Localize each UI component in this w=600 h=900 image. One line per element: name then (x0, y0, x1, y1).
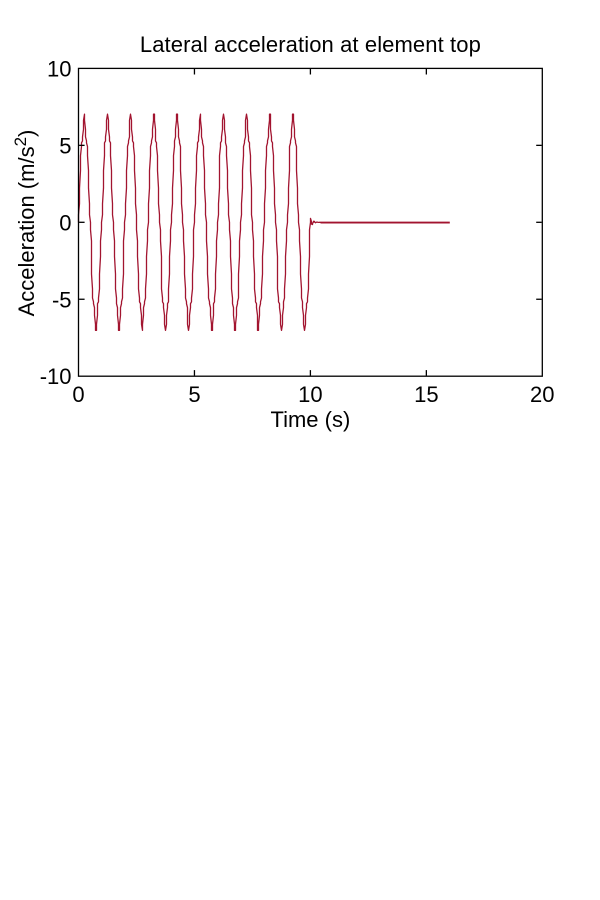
svg-text:20: 20 (530, 382, 554, 407)
svg-text:5: 5 (188, 382, 200, 407)
svg-text:0: 0 (59, 210, 71, 235)
svg-text:10: 10 (298, 382, 322, 407)
svg-text:-5: -5 (52, 287, 72, 312)
svg-text:15: 15 (414, 382, 438, 407)
svg-text:Lateral acceleration at elemen: Lateral acceleration at element top (140, 32, 481, 57)
svg-text:Time (s): Time (s) (270, 407, 350, 432)
svg-text:10: 10 (47, 57, 71, 82)
svg-text:Acceleration (m/s2): Acceleration (m/s2) (11, 130, 39, 317)
svg-text:5: 5 (59, 133, 71, 158)
svg-text:-10: -10 (40, 364, 72, 389)
svg-text:0: 0 (72, 382, 84, 407)
